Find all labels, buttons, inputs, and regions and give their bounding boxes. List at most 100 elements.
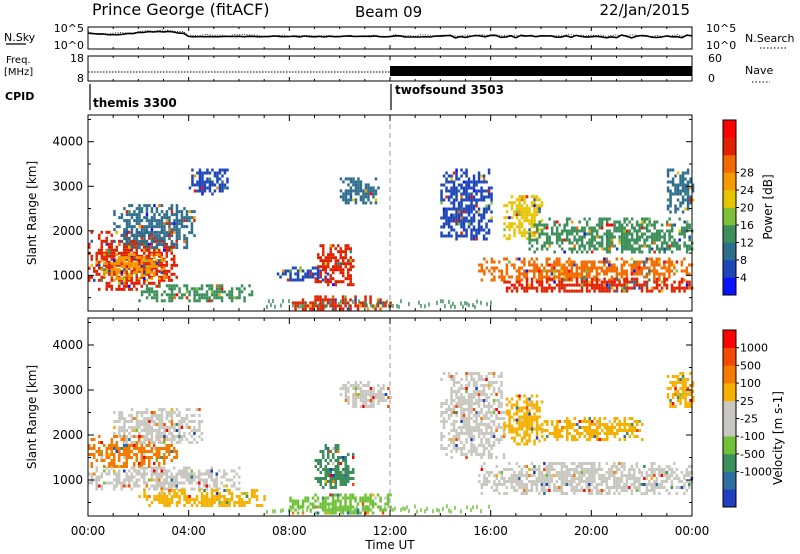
velocity-colorbar-tick: -100 — [740, 430, 765, 443]
velocity-scatter-region — [339, 381, 393, 408]
power-scatter-region — [440, 168, 493, 241]
velocity-scatter-region — [314, 444, 355, 489]
nave-tick-bottom: 0 — [708, 72, 715, 85]
velocity-near-range-band — [266, 504, 490, 514]
power-scatter-region — [113, 204, 196, 250]
power-colorbar-tick: 12 — [740, 237, 754, 250]
power-colorbar-segment — [723, 155, 736, 173]
n-sky-label: N.Sky — [4, 31, 36, 44]
power-colorbar-label: Power [dB] — [761, 174, 775, 239]
power-y-tick-label: 4000 — [52, 135, 83, 149]
x-tick-label: 16:00 — [473, 524, 508, 538]
power-scatter-region — [314, 244, 355, 287]
power-colorbar-tick: 4 — [740, 272, 747, 285]
velocity-colorbar-label: Velocity [m s-1] — [771, 391, 785, 485]
velocity-y-tick-label: 1000 — [52, 473, 83, 487]
velocity-scatter-region — [440, 372, 506, 459]
velocity-ylabel: Slant Range [km] — [25, 365, 39, 469]
velocity-colorbar-tick: -25 — [740, 413, 758, 426]
noise-left-tick-bottom: 10^0 — [54, 39, 84, 52]
nave-tick-top: 60 — [708, 52, 722, 65]
cpid-panel: CPID themis 3300 twofsound 3503 — [5, 83, 504, 110]
n-search-label: N.Search — [745, 32, 795, 45]
nave-label: Nave — [745, 64, 773, 77]
noise-left-tick-top: 10^5 — [54, 22, 84, 35]
x-axis-label: Time UT — [364, 538, 415, 552]
power-y-tick-label: 2000 — [52, 224, 83, 238]
power-colorbar-segment — [723, 120, 736, 138]
freq-label: Freq. — [6, 55, 31, 66]
power-scatter-region — [666, 168, 695, 214]
velocity-colorbar-segment — [723, 330, 736, 348]
velocity-colorbar-segment — [723, 400, 736, 419]
velocity-scatter-region — [666, 372, 695, 408]
date-title: 22/Jan/2015 — [600, 1, 691, 19]
frequency-panel: Freq. [MHz] 18 8 60 0 Nave — [4, 52, 773, 85]
power-scatter-region — [188, 168, 229, 196]
power-scatter-region — [503, 195, 544, 241]
freq-tick-bottom: 8 — [77, 72, 84, 85]
power-colorbar-segment — [723, 137, 736, 156]
power-scatter-region — [503, 277, 694, 293]
power-y-tick-label: 1000 — [52, 268, 83, 282]
nave-trace — [390, 66, 692, 76]
velocity-colorbar-tick: 100 — [740, 377, 761, 390]
velocity-panel: 1000 2000 3000 4000 00:00 04:00 08:00 12:00 16:… — [25, 317, 785, 552]
x-tick-label: 04:00 — [171, 524, 206, 538]
velocity-y-tick-label: 3000 — [52, 383, 83, 397]
velocity-scatter-region — [503, 394, 544, 446]
power-colorbar-tick: 16 — [740, 219, 754, 232]
power-colorbar-segment — [723, 260, 736, 278]
noise-sky-trace — [87, 30, 693, 39]
freq-tick-top: 18 — [70, 52, 84, 65]
power-colorbar-segment — [723, 242, 736, 261]
velocity-colorbar-tick: 25 — [740, 395, 754, 408]
velocity-colorbar-segment — [723, 383, 736, 402]
cpid-mode-twofsound: twofsound 3503 — [395, 83, 504, 97]
power-panel: 1000 2000 3000 4000 Slant Range [km] 4 8 12 16… — [25, 114, 775, 312]
x-tick-label: 08:00 — [272, 524, 307, 538]
power-colorbar-tick: 20 — [740, 202, 754, 215]
velocity-colorbar-segment — [723, 453, 736, 472]
freq-unit-label: [MHz] — [4, 67, 33, 78]
power-scatter-region — [138, 284, 254, 303]
cpid-mode-themis: themis 3300 — [93, 96, 177, 110]
velocity-colorbar-segment — [723, 489, 736, 508]
x-tick-label: 00:00 — [675, 524, 710, 538]
noise-panel: N.Sky 10^5 10^0 10^5 10^0 N.Search — [4, 22, 795, 52]
x-tick-label: 12:00 — [373, 524, 408, 538]
noise-search-trace — [87, 29, 693, 37]
velocity-colorbar-segment — [723, 365, 736, 384]
velocity-colorbar-segment — [723, 347, 736, 366]
power-scatter-region — [339, 177, 380, 205]
cpid-label: CPID — [5, 90, 34, 103]
velocity-scatter-region — [289, 493, 392, 515]
power-colorbar-tick: 8 — [740, 254, 747, 267]
velocity-scatter-region — [88, 435, 178, 468]
velocity-colorbar-tick: -500 — [740, 448, 765, 461]
velocity-colorbar-tick: 500 — [740, 359, 761, 372]
power-colorbar-segment — [723, 225, 736, 243]
velocity-colorbar-segment — [723, 418, 736, 437]
power-scatter-region — [291, 295, 392, 311]
x-tick-label: 00:00 — [71, 524, 106, 538]
power-colorbar-tick: 24 — [740, 184, 754, 197]
velocity-scatter-region — [541, 417, 644, 441]
velocity-y-tick-label: 2000 — [52, 428, 83, 442]
power-y-tick-label: 3000 — [52, 179, 83, 193]
x-tick-label: 20:00 — [574, 524, 609, 538]
noise-right-tick-top: 10^5 — [706, 22, 736, 35]
velocity-colorbar-segment — [723, 436, 736, 455]
power-colorbar-segment — [723, 190, 736, 208]
power-colorbar-segment — [723, 277, 736, 296]
velocity-colorbar-tick: 1000 — [740, 342, 768, 355]
power-scatter-region — [478, 257, 694, 282]
power-near-range-band — [266, 299, 492, 309]
power-scatter-region — [100, 253, 166, 281]
power-ylabel: Slant Range [km] — [25, 161, 39, 265]
velocity-scatter-region — [478, 462, 694, 495]
power-colorbar-tick: 28 — [740, 167, 754, 180]
velocity-colorbar-tick: -1000 — [740, 466, 772, 479]
power-colorbar-segment — [723, 172, 736, 191]
